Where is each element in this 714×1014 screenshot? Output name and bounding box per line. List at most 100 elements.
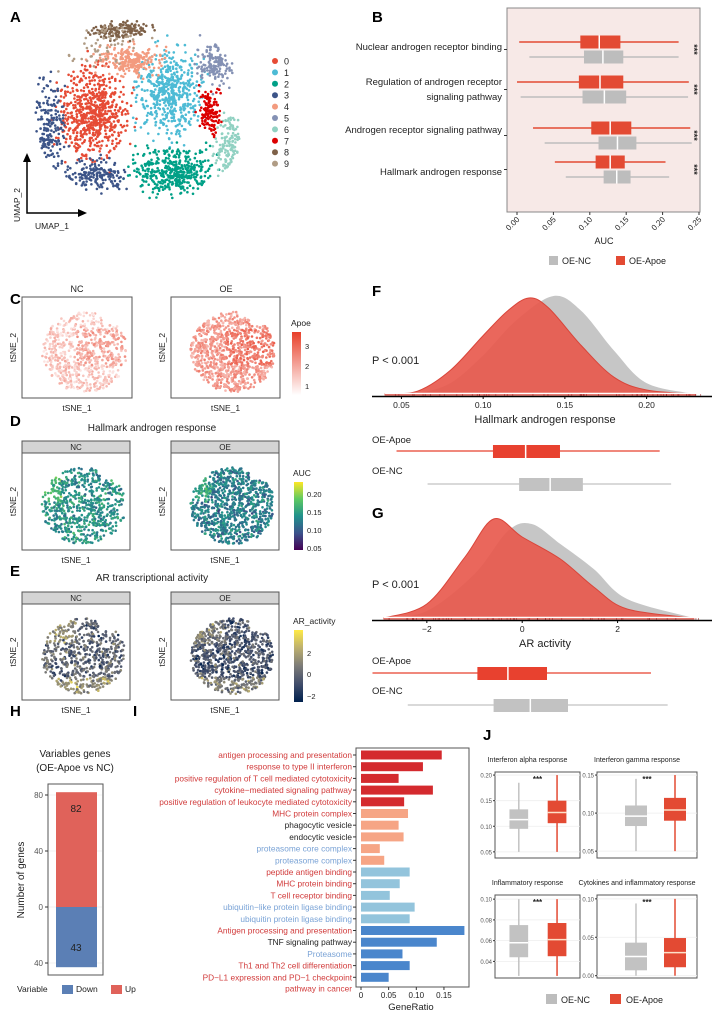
umap-cell [193, 108, 196, 112]
tsne-cell [222, 357, 226, 361]
tsne-cell [70, 525, 73, 529]
umap-cell [206, 69, 209, 72]
umap-cell [115, 114, 119, 118]
umap-cell [206, 72, 210, 76]
tsne-cell [263, 373, 266, 377]
tsne-cell [105, 365, 109, 369]
umap-cell [46, 134, 50, 137]
tsne-cell [82, 533, 85, 536]
tsne-cell [231, 326, 234, 330]
umap-cell [42, 123, 46, 126]
tsne-cell [62, 344, 66, 347]
umap-cell [64, 90, 67, 93]
umap-cell [107, 151, 111, 154]
tsne-cell [86, 478, 90, 482]
tsne-cell [235, 387, 238, 390]
umap-cell [111, 115, 114, 119]
tsne-cell [115, 358, 118, 362]
tsne-cell [246, 336, 249, 339]
umap-cell [108, 156, 111, 160]
umap-cell [175, 81, 179, 85]
umap-cell [76, 108, 79, 112]
umap-cell [58, 142, 62, 146]
umap-cell [119, 175, 122, 179]
umap-cell [98, 79, 101, 82]
umap-cell [94, 100, 97, 104]
umap-cell [152, 66, 156, 70]
umap-cell [139, 126, 143, 129]
umap-cell [98, 107, 101, 111]
umap-cell [180, 75, 183, 78]
umap-cell [132, 42, 136, 46]
tsne-cell [63, 323, 67, 327]
umap-cell [196, 48, 200, 52]
umap-cell [171, 180, 174, 184]
umap-cell [105, 112, 109, 116]
tsne-cell [265, 366, 269, 370]
tsne-cell [62, 509, 66, 513]
umap-cell [165, 54, 169, 57]
umap-cell [192, 186, 195, 190]
umap-cell [99, 75, 102, 79]
b-xtick-label: 0.20 [650, 215, 668, 233]
tsne-cell [214, 372, 218, 375]
umap-cell [219, 56, 223, 60]
tsne-cell [92, 494, 96, 498]
umap-cell [188, 149, 191, 153]
umap-cell [164, 49, 168, 53]
tsne-cell [233, 354, 237, 358]
umap-cell [115, 142, 119, 145]
umap-cell [203, 70, 206, 73]
umap-cell [111, 142, 114, 145]
tsne-cell [62, 319, 66, 323]
umap-cell [163, 161, 166, 164]
umap-cell [152, 69, 155, 72]
umap-cell [166, 99, 169, 102]
umap-cell [122, 93, 125, 96]
tsne-cell [43, 360, 46, 363]
tsne-cell [75, 347, 79, 350]
panel-label: D [10, 413, 21, 430]
tsne-cell [246, 341, 249, 345]
umap-cell [192, 86, 196, 89]
umap-cell [155, 115, 158, 118]
umap-cell [164, 185, 168, 189]
tsne-cell [227, 312, 231, 316]
umap-cell [57, 128, 60, 131]
tsne-cell [63, 379, 66, 383]
umap-cell [100, 124, 103, 127]
umap-cell [177, 132, 181, 136]
umap-cell [119, 55, 123, 59]
umap-cell [60, 105, 64, 109]
umap-cell [50, 122, 53, 126]
legend-label-cluster: 5 [284, 114, 289, 124]
tsne-cell [95, 531, 99, 534]
umap-cell [210, 129, 213, 132]
umap-cell [91, 127, 95, 130]
umap-cell [162, 175, 166, 179]
tsne-cell [84, 344, 87, 348]
tsne-cell [258, 326, 262, 329]
tsne-cell [77, 503, 80, 507]
umap-cell [78, 108, 82, 111]
umap-cell [165, 165, 169, 169]
tsne-cell [87, 523, 91, 526]
umap-cell [109, 37, 112, 41]
umap-cell [88, 144, 92, 148]
umap-cell [234, 141, 237, 144]
tsne-cell [75, 314, 79, 318]
umap-cell [177, 154, 181, 157]
b-category-label: Hallmark androgen response [380, 167, 502, 178]
umap-cell [236, 138, 239, 142]
umap-cell [122, 20, 125, 24]
tsne-cell [102, 523, 105, 527]
umap-cell [69, 166, 72, 170]
tsne-cell [224, 374, 228, 378]
umap-cell [111, 174, 115, 177]
umap-cell [198, 151, 202, 154]
tsne-cell [86, 387, 89, 390]
tsne-cell [57, 498, 60, 502]
tsne-cell [107, 329, 111, 333]
umap-cell [175, 163, 178, 166]
b-box-oe-apoe-box [591, 121, 632, 135]
